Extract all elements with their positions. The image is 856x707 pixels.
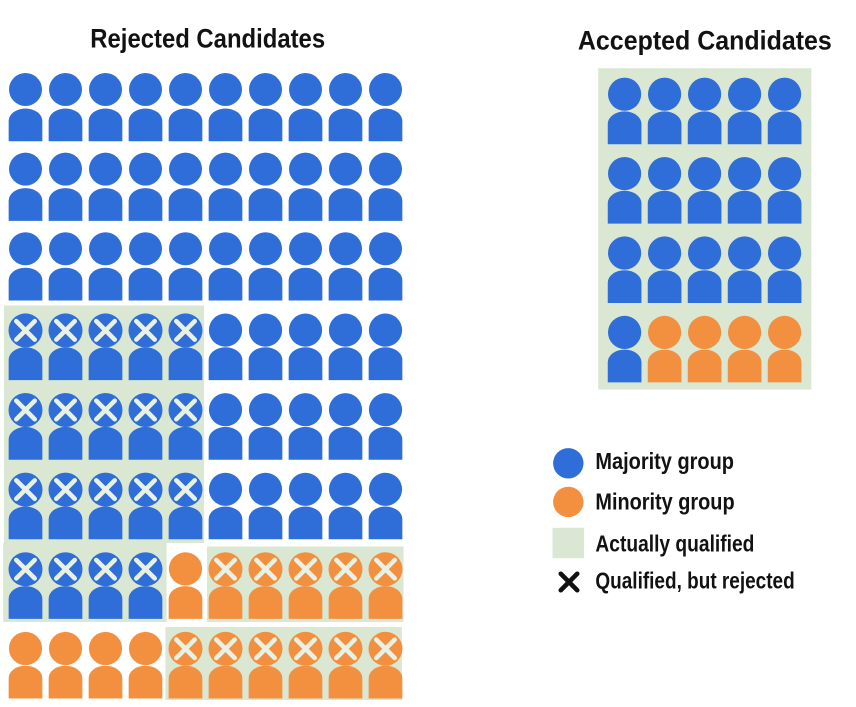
svg-text:Accepted Candidates: Accepted Candidates (578, 25, 832, 55)
svg-text:Rejected Candidates: Rejected Candidates (90, 24, 325, 54)
svg-text:Actually qualified: Actually qualified (595, 531, 754, 557)
svg-text:Qualified, but rejected: Qualified, but rejected (595, 567, 794, 593)
svg-text:Majority group: Majority group (595, 448, 734, 474)
svg-text:Minority group: Minority group (595, 489, 734, 515)
